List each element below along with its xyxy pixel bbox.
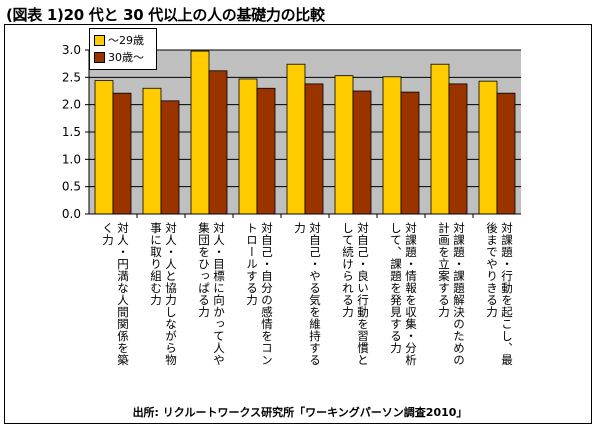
category-label: 対人・円満な人間関係を築 く力 [101, 222, 130, 366]
chart-title: (図表 1)20 代と 30 代以上の人の基礎力の比較 [6, 6, 325, 24]
bar-series1 [142, 87, 162, 215]
category-label: 対人・目標に向かって人や 集団をひっぱる力 [197, 222, 226, 366]
bars [94, 50, 516, 215]
legend-swatch-series2 [94, 52, 105, 63]
category-label: 対課題・情報を収集・分析 して、課題を発見する力 [389, 222, 418, 366]
bar-series2 [352, 90, 372, 215]
bar-series2 [496, 92, 516, 215]
legend-item-series2: 30歳～ [94, 49, 152, 66]
bar-series1 [238, 78, 258, 215]
y-axis: 0.0 0.5 1.0 1.5 2.0 2.5 3.0 [62, 43, 521, 221]
y-tick-label: 1.5 [62, 125, 81, 139]
bar-series2 [160, 100, 180, 215]
source-note: 出所: リクルートワークス研究所「ワーキングパーソン調査2010」 [132, 406, 468, 419]
bar-series2 [304, 83, 324, 215]
category-label: 対自己・良い行動を習慣と して続けられる力 [341, 222, 370, 366]
legend-swatch-series1 [94, 35, 105, 46]
y-tick-label: 2.0 [62, 98, 81, 112]
bar-series2 [400, 91, 420, 215]
bar-series2 [448, 83, 468, 215]
category-label: 対自己・自分の感情をコン トロールする力 [245, 222, 274, 366]
category-label: 対人・人と協力しながら物 事に取り組む力 [149, 222, 178, 366]
y-tick-label: 0.0 [62, 207, 81, 221]
bar-series2 [256, 87, 276, 215]
category-label: 対課題・行動を起こし、最 後までやりきる力 [485, 222, 514, 366]
bar-series1 [478, 80, 498, 215]
bar-series1 [94, 80, 114, 215]
bar-series2 [208, 70, 228, 215]
y-tick-label: 0.5 [62, 180, 81, 194]
bar-series1 [286, 63, 306, 215]
y-tick-label: 3.0 [62, 43, 81, 57]
bar-series1 [190, 50, 210, 215]
category-label: 対自己・やる気を維持する 力 [293, 222, 322, 366]
bar-series1 [430, 63, 450, 215]
legend: ～29歳 30歳～ [89, 28, 157, 70]
legend-label-series1: ～29歳 [108, 34, 144, 47]
y-tick-label: 1.0 [62, 152, 81, 166]
bar-series1 [334, 75, 354, 215]
y-tick-label: 2.5 [62, 70, 81, 84]
bar-series1 [382, 76, 402, 215]
legend-item-series1: ～29歳 [94, 32, 152, 49]
bar-series2 [112, 92, 132, 215]
category-label: 対課題・課題解決のための 計画を立案する力 [437, 222, 466, 366]
legend-label-series2: 30歳～ [108, 51, 144, 64]
